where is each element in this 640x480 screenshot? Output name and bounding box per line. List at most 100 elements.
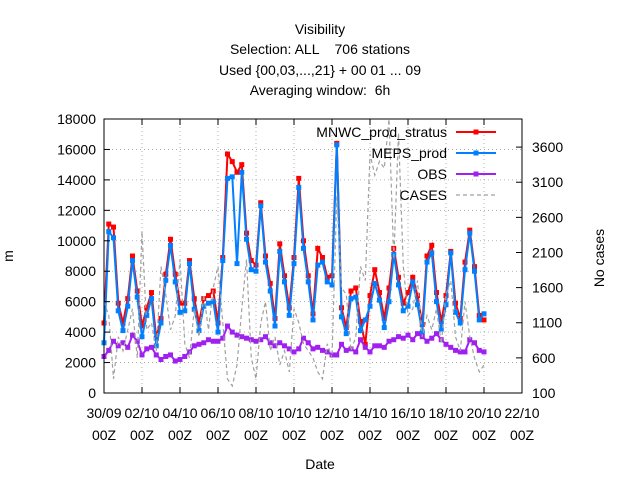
data-point <box>481 317 487 323</box>
data-point <box>353 285 359 291</box>
y2-axis-label: No cases <box>591 228 608 288</box>
y-tick-label: 2000 <box>65 355 96 371</box>
data-point <box>353 349 359 355</box>
data-point <box>310 346 316 352</box>
data-point <box>153 352 159 358</box>
data-point <box>111 235 116 241</box>
data-point <box>358 337 363 343</box>
data-point <box>210 338 216 344</box>
data-point <box>324 349 330 355</box>
data-point <box>206 337 211 343</box>
data-point <box>144 312 150 318</box>
legend-swatch-marker <box>473 150 479 156</box>
y2-tick-label: 100 <box>532 385 556 401</box>
data-point <box>277 241 283 247</box>
data-point <box>201 303 207 309</box>
data-point <box>438 318 444 324</box>
data-point <box>144 305 150 311</box>
data-point <box>443 341 449 347</box>
data-point <box>177 309 183 315</box>
axes <box>103 118 523 394</box>
data-point <box>315 262 321 268</box>
y-tick-label: 14000 <box>57 172 96 188</box>
x-tick-label-date: 14/10 <box>352 405 387 421</box>
chart-title: Visibility <box>294 21 346 37</box>
data-point <box>372 343 378 349</box>
data-point <box>139 352 145 358</box>
data-point <box>315 344 321 350</box>
data-point <box>405 303 411 309</box>
data-point <box>329 352 335 358</box>
data-point <box>267 280 273 286</box>
legend: MNWC_prod_stratus MEPS_prod OBS CASES <box>316 124 496 203</box>
data-point <box>196 328 202 334</box>
data-point <box>396 334 401 340</box>
data-point <box>234 332 240 338</box>
data-point <box>481 311 487 317</box>
data-point <box>391 337 397 343</box>
x-tick-label-hour: 00Z <box>92 427 117 443</box>
data-point <box>111 338 116 344</box>
data-point <box>215 329 221 335</box>
data-point <box>334 142 340 148</box>
data-point <box>177 300 183 306</box>
data-point <box>234 169 240 175</box>
data-point <box>301 245 306 251</box>
chart-subtitle-selection: Selection: ALL 706 stations <box>229 41 411 57</box>
x-tick-label-date: 20/10 <box>466 405 501 421</box>
y-tick-label: 4000 <box>65 324 96 340</box>
data-point <box>158 320 164 326</box>
data-point <box>172 358 178 364</box>
data-point <box>367 349 373 355</box>
data-point <box>424 338 430 344</box>
data-point <box>453 309 458 315</box>
data-point <box>429 242 435 248</box>
data-point <box>448 344 454 350</box>
data-point <box>320 347 325 353</box>
data-point <box>377 290 382 296</box>
data-point <box>348 296 354 302</box>
data-point <box>429 250 435 256</box>
data-point <box>476 347 482 353</box>
data-point <box>149 296 154 302</box>
data-point <box>362 341 368 347</box>
data-point <box>324 274 330 280</box>
plot-border <box>103 118 523 394</box>
data-point <box>196 320 202 326</box>
data-point <box>191 343 197 349</box>
data-point <box>343 331 349 337</box>
data-point <box>367 303 373 309</box>
data-point <box>263 259 268 265</box>
y2-tick-label: 1600 <box>532 280 563 296</box>
data-point <box>225 151 230 157</box>
y2-tick-label: 1100 <box>532 315 562 331</box>
data-point <box>415 302 420 308</box>
data-point <box>462 267 468 273</box>
data-point <box>467 230 473 236</box>
y-tick-label: 12000 <box>57 202 96 218</box>
data-point <box>244 236 249 242</box>
data-point <box>372 267 378 273</box>
data-point <box>187 258 192 264</box>
data-point <box>163 353 169 359</box>
data-point <box>438 326 444 332</box>
x-tick-label-date: 10/10 <box>276 405 311 421</box>
y-tick-label: 6000 <box>65 294 96 310</box>
chart-subtitle-window: Averaging window: 6h <box>249 82 391 98</box>
data-point <box>286 312 292 318</box>
data-point <box>400 308 406 314</box>
data-point <box>358 328 363 334</box>
data-point <box>229 159 235 165</box>
x-tick-label-hour: 00Z <box>396 427 421 443</box>
data-point <box>201 340 207 346</box>
data-point <box>386 285 392 291</box>
data-point <box>429 335 435 341</box>
data-point <box>381 344 387 350</box>
x-tick-label-hour: 00Z <box>244 427 269 443</box>
data-point <box>210 299 216 305</box>
data-point <box>172 279 178 285</box>
series-line-cases <box>103 118 485 388</box>
data-point <box>310 317 316 323</box>
y2-tick-label: 2600 <box>532 209 563 225</box>
x-tick-label-date: 18/10 <box>428 405 463 421</box>
